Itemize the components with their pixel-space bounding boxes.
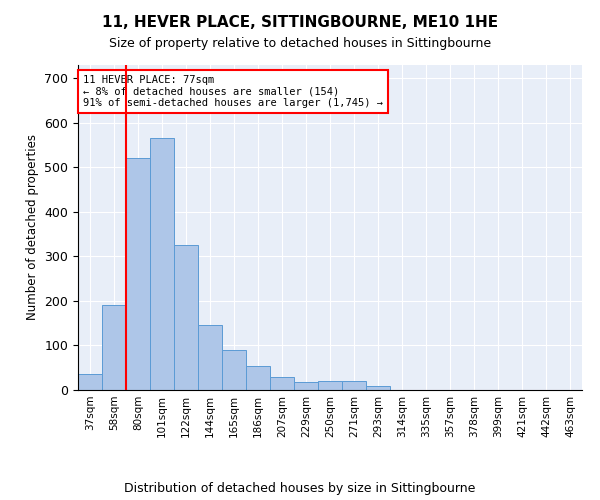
Text: Size of property relative to detached houses in Sittingbourne: Size of property relative to detached ho…: [109, 38, 491, 51]
Bar: [270, 376, 294, 390]
Bar: [150, 138, 174, 390]
Bar: [198, 326, 222, 390]
Bar: [246, 366, 270, 390]
Y-axis label: Number of detached properties: Number of detached properties: [26, 134, 39, 320]
Bar: [222, 350, 246, 390]
Bar: [342, 381, 366, 390]
Bar: [366, 386, 390, 390]
Text: Distribution of detached houses by size in Sittingbourne: Distribution of detached houses by size …: [124, 482, 476, 495]
Text: 11, HEVER PLACE, SITTINGBOURNE, ME10 1HE: 11, HEVER PLACE, SITTINGBOURNE, ME10 1HE: [102, 15, 498, 30]
Bar: [126, 158, 150, 390]
Bar: [102, 306, 126, 390]
Bar: [78, 374, 102, 390]
Text: 11 HEVER PLACE: 77sqm
← 8% of detached houses are smaller (154)
91% of semi-deta: 11 HEVER PLACE: 77sqm ← 8% of detached h…: [83, 74, 383, 108]
Bar: [294, 382, 318, 390]
Bar: [318, 381, 342, 390]
Bar: [174, 246, 198, 390]
